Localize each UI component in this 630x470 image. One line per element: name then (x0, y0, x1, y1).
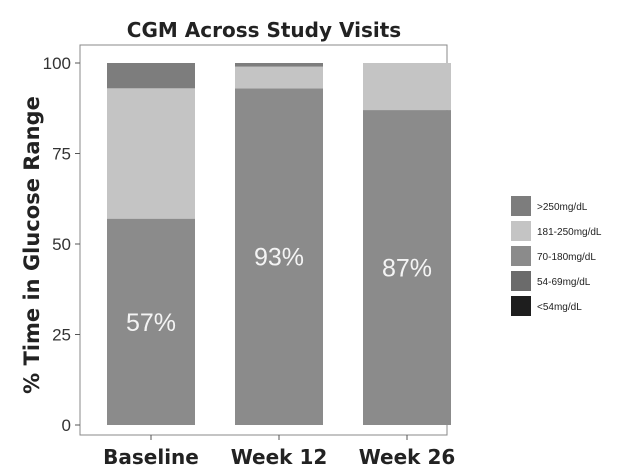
y-axis-label: % Time in Glucose Range (20, 96, 44, 394)
bars: 57% 93% 87% (107, 63, 451, 425)
bar-baseline-seg-3 (107, 88, 195, 219)
legend-swatch-0 (511, 196, 531, 216)
y-tick-label-0: 0 (62, 416, 71, 435)
data-label-week-26: 87% (382, 255, 432, 283)
y-tick-label-100: 100 (43, 54, 71, 73)
x-tick-label-week-12: Week 12 (231, 445, 328, 469)
legend-swatch-2 (511, 246, 531, 266)
legend-swatch-3 (511, 271, 531, 291)
y-axis: 0 25 50 75 100 (43, 54, 80, 435)
x-axis: Baseline Week 12 Week 26 (103, 435, 455, 469)
chart-title: CGM Across Study Visits (127, 18, 401, 42)
y-tick-label-50: 50 (52, 235, 71, 254)
bar-baseline-seg-2 (107, 218, 195, 425)
bar-week-12-seg-4 (235, 63, 323, 67)
bar-week-12-seg-2 (235, 88, 323, 425)
data-label-baseline: 57% (126, 309, 176, 337)
legend: >250mg/dL 181-250mg/dL 70-180mg/dL 54-69mg/… (511, 196, 602, 316)
bar-baseline-seg-4 (107, 63, 195, 89)
legend-label-3: 54-69mg/dL (537, 277, 591, 288)
legend-label-4: <54mg/dL (537, 302, 582, 313)
y-tick-label-75: 75 (52, 145, 71, 164)
legend-label-1: 181-250mg/dL (537, 227, 602, 238)
bar-week-12-seg-3 (235, 66, 323, 89)
legend-swatch-1 (511, 221, 531, 241)
y-tick-label-25: 25 (52, 326, 71, 345)
legend-swatch-4 (511, 296, 531, 316)
x-tick-label-week-26: Week 26 (359, 445, 456, 469)
bar-week-26-seg-2 (363, 110, 451, 425)
legend-label-0: >250mg/dL (537, 202, 588, 213)
bar-week-26-seg-3 (363, 63, 451, 111)
data-label-week-12: 93% (254, 244, 304, 272)
x-tick-label-baseline: Baseline (103, 445, 199, 469)
legend-label-2: 70-180mg/dL (537, 252, 596, 263)
